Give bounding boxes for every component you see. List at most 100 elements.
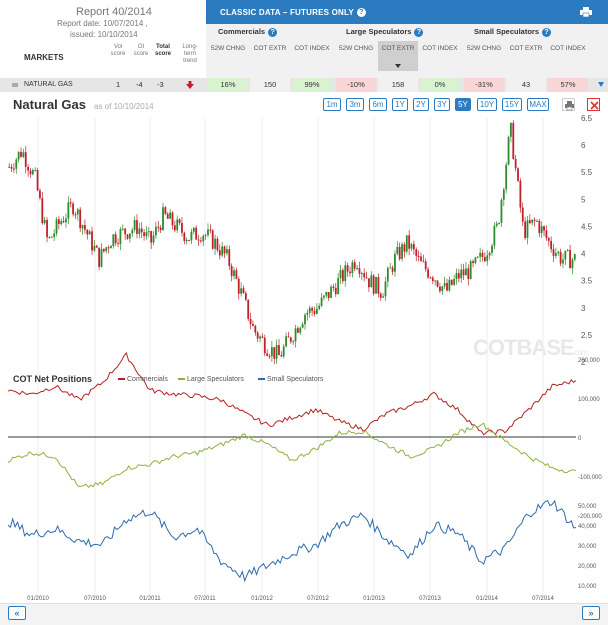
- total-score-header: Total score: [154, 44, 171, 57]
- candle-body: [434, 280, 437, 282]
- help-icon[interactable]: ?: [542, 27, 552, 37]
- candle-body: [318, 305, 321, 309]
- range-button-6m[interactable]: 6m: [369, 98, 387, 111]
- candle-body: [384, 281, 387, 297]
- candle-body: [46, 219, 48, 238]
- candle-body: [304, 314, 306, 325]
- candle-body: [17, 151, 20, 160]
- candle-body: [486, 255, 489, 262]
- candle-body: [427, 269, 429, 278]
- candle-body: [306, 312, 309, 315]
- x-tick-label: 07/2011: [194, 596, 216, 602]
- range-button-1m[interactable]: 1m: [323, 98, 341, 111]
- chart-title: Natural Gas: [13, 97, 86, 112]
- candle-body: [278, 345, 280, 356]
- classic-data-bar: CLASSIC DATA – FUTURES ONLY?: [206, 0, 608, 24]
- total-score: -3: [157, 80, 164, 89]
- candle-body: [143, 232, 145, 237]
- candle-body: [204, 235, 207, 237]
- chart-canvas[interactable]: 01/2010 07/2010 01/2011 07/2011 01/2012 07/20…: [0, 0, 608, 603]
- col-large-extr-selected[interactable]: COT EXTR: [378, 41, 418, 71]
- y-tick-label: 30,000: [578, 544, 597, 550]
- range-button-1y[interactable]: 1Y: [392, 98, 408, 111]
- candle-body: [315, 308, 318, 314]
- col-large-52w[interactable]: 52W CHNG: [338, 45, 374, 52]
- col-large-index[interactable]: COT INDEX: [422, 45, 458, 52]
- cotbase-watermark: COTBASE.com: [473, 335, 588, 360]
- col-small-extr[interactable]: COT EXTR: [509, 45, 543, 52]
- candle-body: [39, 190, 41, 199]
- range-button-5y[interactable]: 5Y: [455, 98, 471, 111]
- close-chart-button[interactable]: [587, 98, 600, 111]
- range-button-10y[interactable]: 10Y: [477, 98, 497, 111]
- candle-body: [136, 220, 138, 234]
- candle-body: [263, 337, 266, 354]
- legend-large-speculators[interactable]: Large Speculators: [178, 376, 244, 383]
- candle-body: [536, 220, 538, 222]
- range-button-3y[interactable]: 3Y: [434, 98, 450, 111]
- dropdown-icon[interactable]: [598, 82, 604, 87]
- candle-body: [398, 246, 401, 260]
- row-value: 150: [250, 78, 290, 92]
- y-tick-label: 5.5: [581, 168, 593, 177]
- candle-body: [57, 219, 60, 225]
- next-button[interactable]: »: [582, 606, 600, 620]
- candle-body: [377, 277, 380, 294]
- candle-body: [237, 278, 240, 294]
- market-row[interactable]: NATURAL GAS 1 -4 -3 16% 150 99% -10% 158 0% -3…: [0, 78, 608, 92]
- col-small-index[interactable]: COT INDEX: [550, 45, 586, 52]
- candle-body: [334, 287, 337, 295]
- candle-body: [500, 199, 503, 223]
- candle-body: [13, 168, 15, 170]
- candle-body: [157, 226, 160, 228]
- candle-body: [31, 170, 34, 175]
- legend-small-speculators[interactable]: Small Speculators: [258, 376, 323, 383]
- y-tick-label: 6.5: [581, 114, 593, 123]
- y-tick-label: 40,000: [578, 524, 597, 530]
- candle-body: [162, 207, 164, 231]
- candle-body: [121, 228, 124, 230]
- x-tick-label: 07/2014: [532, 596, 554, 602]
- candle-body: [517, 168, 519, 181]
- candle-body: [507, 136, 510, 165]
- candle-body: [557, 251, 560, 254]
- range-button-max[interactable]: MAX: [527, 98, 549, 111]
- range-button-15y[interactable]: 15Y: [502, 98, 522, 111]
- col-small-52w[interactable]: 52W CHNG: [466, 45, 502, 52]
- candle-body: [128, 233, 131, 239]
- market-name: NATURAL GAS: [24, 81, 73, 88]
- candle-body: [74, 214, 77, 216]
- candle-body: [424, 261, 427, 270]
- candle-body: [550, 240, 553, 250]
- candle-body: [140, 228, 143, 233]
- col-comm-52w[interactable]: 52W CHNG: [210, 45, 246, 52]
- help-icon[interactable]: ?: [268, 27, 278, 37]
- candle-body: [301, 324, 304, 328]
- candle-body: [538, 220, 541, 234]
- large-speculators-line: [7, 422, 577, 489]
- candle-body: [344, 265, 347, 282]
- legend-commercials[interactable]: Commercials: [118, 376, 168, 383]
- candle-body: [294, 328, 297, 342]
- candle-body: [8, 166, 11, 168]
- range-button-3m[interactable]: 3m: [346, 98, 364, 111]
- print-chart-button[interactable]: [562, 98, 575, 111]
- candle-body: [505, 164, 508, 190]
- candle-body: [91, 231, 93, 251]
- candle-body: [311, 307, 314, 311]
- candle-body: [24, 152, 27, 167]
- candle-body: [365, 277, 368, 279]
- printer-icon[interactable]: [580, 7, 592, 17]
- candle-body: [356, 268, 358, 270]
- prev-button[interactable]: «: [8, 606, 26, 620]
- candle-body: [114, 234, 117, 244]
- col-comm-index[interactable]: COT INDEX: [294, 45, 330, 52]
- x-tick-label: 01/2014: [476, 596, 498, 602]
- col-comm-extr[interactable]: COT EXTR: [253, 45, 287, 52]
- candle-body: [15, 159, 18, 169]
- candle-body: [20, 151, 22, 157]
- y-tick-label: 0: [578, 436, 582, 442]
- range-button-2y[interactable]: 2Y: [413, 98, 429, 111]
- help-icon[interactable]: ?: [356, 8, 366, 18]
- help-icon[interactable]: ?: [414, 27, 424, 37]
